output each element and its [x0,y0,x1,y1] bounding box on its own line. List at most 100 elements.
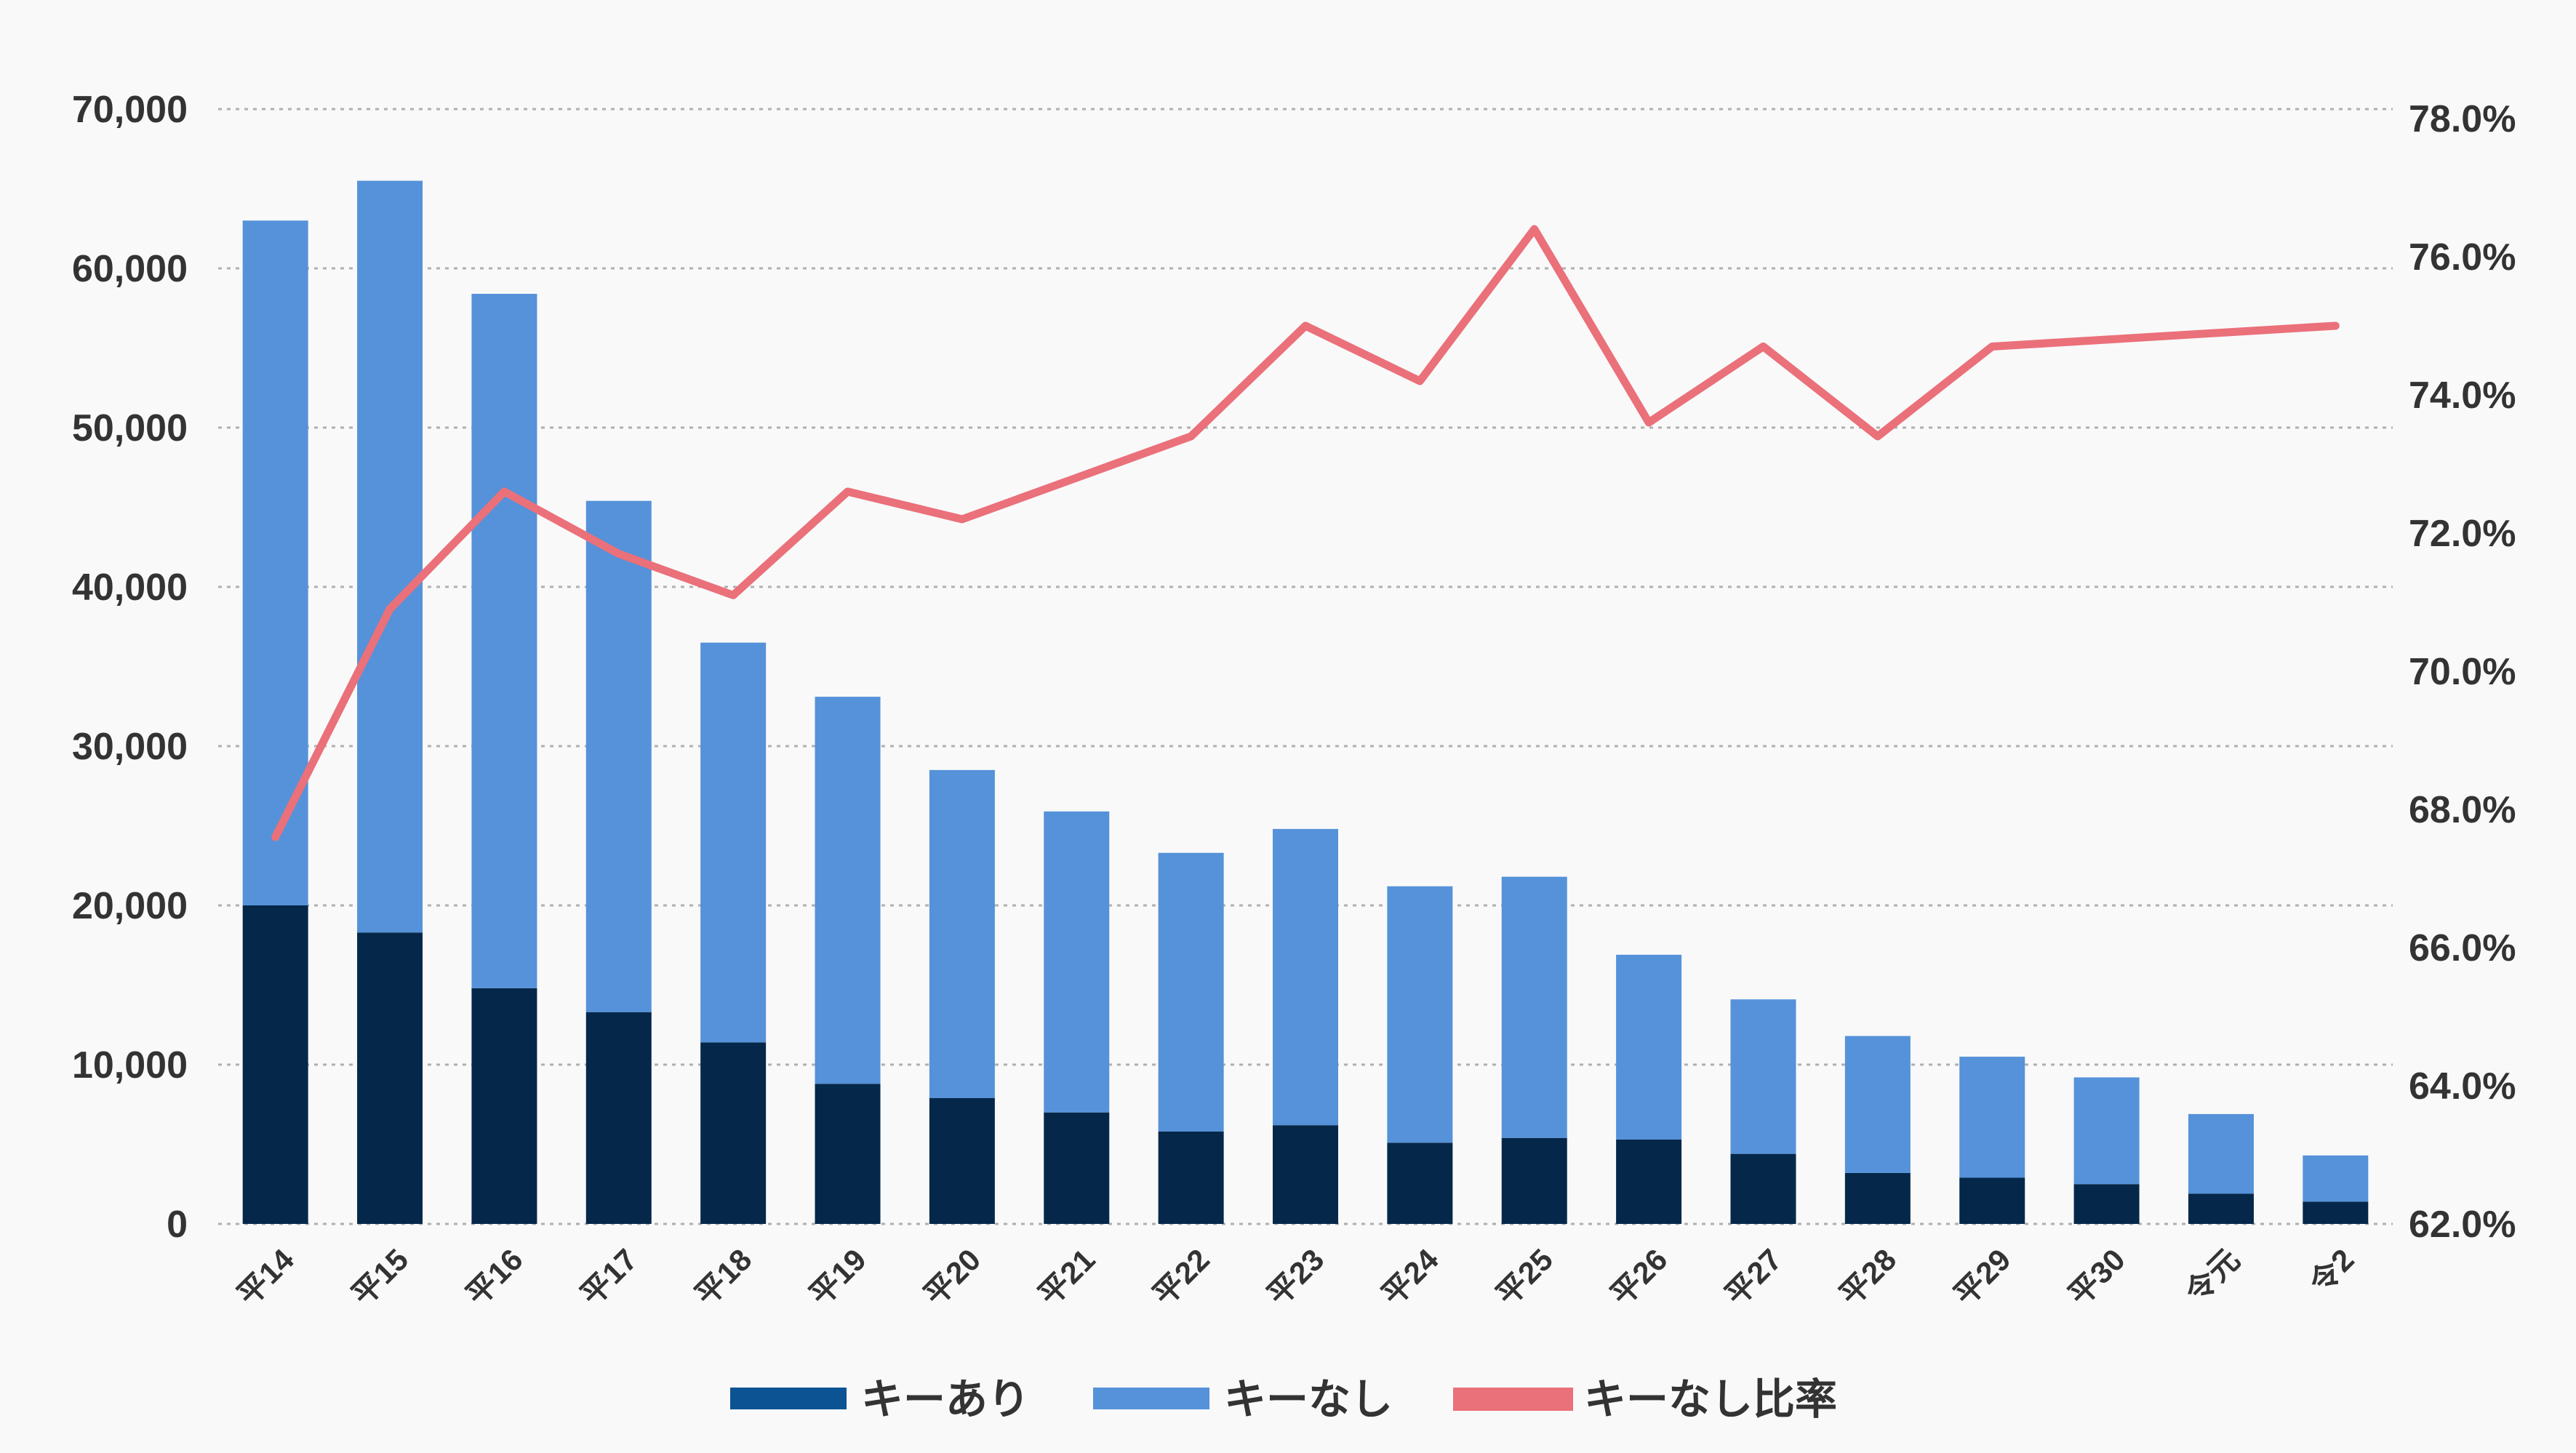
ratio-point [732,594,735,596]
legend: キーあり キーなし キーなし比率 [730,1374,1837,1424]
x-tick-label: 令元 [2179,1242,2247,1310]
bar-key-ari [1844,1172,1911,1224]
bar-key-ari [815,1084,881,1224]
bar-key-ari [2188,1193,2254,1224]
legend-label: キーなし比率 [1584,1374,1837,1424]
left-tick-label: 50,000 [72,407,188,449]
left-tick-label: 10,000 [72,1044,188,1086]
bar-key-nashi [1158,852,1224,1132]
x-tick-label: 平28 [1833,1242,1903,1312]
bar-key-nashi [1959,1057,2025,1178]
bar-key-ari [929,1097,995,1224]
ratio-point [1991,345,1993,348]
x-tick-label: 平23 [1260,1242,1330,1312]
ratio-point [847,491,849,492]
x-tick-label: 平20 [917,1242,987,1312]
bar-key-nashi [1844,1036,1911,1173]
ratio-line-group [271,225,2340,841]
right-tick-label: 62.0% [2409,1204,2516,1246]
legend-item: キーなし比率 [1453,1374,1837,1424]
ratio-point [617,553,620,555]
bar-key-nashi [2073,1077,2140,1185]
legend-label: キーなし [1224,1374,1393,1424]
ratio-point [274,836,276,838]
right-tick-label: 74.0% [2409,375,2516,417]
bar-key-nashi [1616,954,1682,1140]
x-tick-label: 平21 [1032,1242,1102,1312]
bar-key-ari [700,1042,767,1224]
right-tick-label: 76.0% [2409,236,2516,279]
ratio-point [1648,422,1650,423]
bar-key-nashi [929,769,995,1098]
bar-key-nashi [1501,876,1567,1138]
right-tick-label: 72.0% [2409,513,2516,555]
ratio-point [1876,436,1879,437]
right-tick-label: 64.0% [2409,1065,2516,1108]
bar-key-ari [1616,1139,1682,1224]
right-tick-label: 78.0% [2409,98,2516,140]
ratio-point [1419,380,1421,382]
legend-label: キーあり [861,1374,1030,1424]
bars-group [242,180,2369,1224]
ratio-point [2105,339,2108,340]
bar-key-ari [585,1012,652,1224]
ratio-point [1533,228,1535,230]
ratio-point [1762,345,1764,348]
right-tick-label: 68.0% [2409,789,2516,831]
bar-key-ari [1501,1137,1567,1224]
bar-key-nashi [585,500,652,1012]
x-tick-label: 平16 [460,1242,529,1312]
bar-key-nashi [2188,1113,2254,1194]
left-axis: 0 10,000 20,000 30,000 40,000 50,000 60,000 70,… [72,89,188,1246]
bar-key-ari [1044,1112,1110,1224]
bar-key-ari [1959,1177,2025,1224]
left-tick-label: 40,000 [72,567,188,609]
left-tick-label: 0 [167,1204,188,1246]
legend-item: キーなし [1093,1374,1393,1424]
right-axis: 62.0% 64.0% 66.0% 68.0% 70.0% 72.0% 74.0% 76.0%… [2409,98,2516,1246]
right-tick-label: 66.0% [2409,927,2516,969]
legend-item: キーあり [730,1374,1030,1424]
bar-key-ari [1158,1131,1224,1224]
ratio-point [1305,325,1306,327]
bar-key-ari [1273,1125,1338,1224]
x-tick-label: 平22 [1146,1242,1216,1312]
bar-key-ari [1387,1142,1453,1224]
x-tick-label: 令2 [2303,1242,2360,1300]
bar-key-nashi [357,180,423,933]
x-tick-label: 平30 [2062,1242,2132,1312]
left-tick-label: 70,000 [72,89,188,131]
right-tick-label: 70.0% [2409,651,2516,693]
bar-key-nashi [815,697,881,1084]
ratio-point [2335,325,2337,327]
bar-key-ari [2073,1184,2140,1224]
left-tick-label: 60,000 [72,248,188,290]
bar-key-nashi [1044,811,1110,1113]
x-tick-label: 平29 [1948,1242,2017,1312]
bar-key-nashi [1387,886,1453,1143]
legend-swatch [730,1388,847,1409]
x-tick-label: 平17 [574,1242,644,1312]
legend-swatch [1093,1388,1209,1409]
ratio-point [961,519,963,520]
bar-key-nashi [1273,828,1338,1126]
bar-key-ari [471,988,537,1224]
x-tick-label: 平24 [1375,1242,1445,1312]
ratio-point [503,491,505,492]
bar-key-nashi [1730,999,1796,1154]
bar-key-ari [2303,1201,2369,1224]
bar-key-ari [1730,1153,1796,1224]
x-tick-label: 平18 [689,1242,759,1312]
ratio-point [389,608,391,610]
bar-key-nashi [242,220,308,905]
bar-key-ari [242,905,308,1224]
x-tick-label: 平26 [1604,1242,1674,1312]
x-axis: 平14 平15 平16 平17 平18 平19 平20 平21 平22 平23 平24 平25 平26 平… [231,1242,2361,1312]
x-tick-label: 平15 [345,1242,415,1312]
ratio-point [2220,332,2222,334]
x-tick-label: 平14 [231,1242,300,1312]
bar-key-nashi [471,294,537,988]
left-tick-label: 20,000 [72,885,188,927]
legend-swatch [1453,1388,1573,1411]
